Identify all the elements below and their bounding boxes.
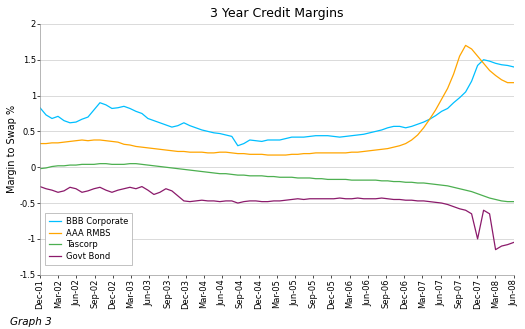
BBB Corporate xyxy=(480,58,487,62)
Tascorp xyxy=(37,167,43,171)
Tascorp xyxy=(331,177,337,181)
AAA RMBS xyxy=(366,149,373,153)
BBB Corporate xyxy=(235,144,241,148)
AAA RMBS xyxy=(463,43,469,47)
Legend: BBB Corporate, AAA RMBS, Tascorp, Govt Bond: BBB Corporate, AAA RMBS, Tascorp, Govt B… xyxy=(45,213,132,265)
Tascorp xyxy=(366,178,373,182)
Tascorp xyxy=(324,177,331,181)
BBB Corporate xyxy=(349,134,355,138)
Govt Bond xyxy=(319,197,325,201)
Line: Tascorp: Tascorp xyxy=(40,164,513,202)
Govt Bond xyxy=(37,185,43,189)
AAA RMBS xyxy=(265,153,271,157)
Text: Graph 3: Graph 3 xyxy=(10,317,52,327)
Line: BBB Corporate: BBB Corporate xyxy=(40,60,513,146)
BBB Corporate xyxy=(331,135,337,139)
Line: Govt Bond: Govt Bond xyxy=(40,187,513,250)
Tascorp xyxy=(505,200,511,204)
AAA RMBS xyxy=(468,47,475,51)
Govt Bond xyxy=(247,199,253,203)
AAA RMBS xyxy=(349,150,355,154)
BBB Corporate xyxy=(366,131,373,135)
AAA RMBS xyxy=(510,81,517,85)
Tascorp xyxy=(463,188,469,192)
BBB Corporate xyxy=(324,134,331,138)
Title: 3 Year Credit Margins: 3 Year Credit Margins xyxy=(210,7,343,20)
BBB Corporate xyxy=(463,90,469,94)
AAA RMBS xyxy=(331,151,337,155)
Govt Bond xyxy=(456,207,463,211)
Govt Bond xyxy=(492,248,499,252)
AAA RMBS xyxy=(247,152,253,156)
BBB Corporate xyxy=(37,106,43,110)
Govt Bond xyxy=(343,197,349,201)
AAA RMBS xyxy=(324,151,331,155)
Tascorp xyxy=(349,178,355,182)
AAA RMBS xyxy=(37,141,43,145)
Line: AAA RMBS: AAA RMBS xyxy=(40,45,513,155)
Govt Bond xyxy=(324,197,331,201)
Tascorp xyxy=(253,174,259,178)
Govt Bond xyxy=(361,197,367,201)
Tascorp xyxy=(510,200,517,204)
BBB Corporate xyxy=(253,139,259,143)
BBB Corporate xyxy=(510,65,517,69)
Y-axis label: Margin to Swap %: Margin to Swap % xyxy=(7,105,17,193)
Tascorp xyxy=(97,162,103,165)
Govt Bond xyxy=(510,240,517,244)
